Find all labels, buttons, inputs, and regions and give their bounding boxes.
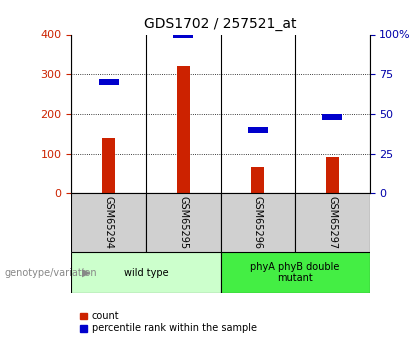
Text: GSM65295: GSM65295	[178, 196, 188, 249]
Bar	[220, 252, 370, 293]
Text: GSM65294: GSM65294	[104, 196, 114, 249]
Bar	[322, 114, 342, 120]
Bar	[102, 138, 116, 193]
Bar	[176, 66, 190, 193]
Bar	[251, 167, 265, 193]
Bar	[220, 193, 295, 252]
Text: count: count	[92, 311, 119, 321]
Bar	[71, 193, 146, 252]
Bar	[71, 252, 220, 293]
Bar	[295, 193, 370, 252]
Text: phyA phyB double
mutant: phyA phyB double mutant	[250, 262, 340, 283]
Bar	[248, 127, 268, 133]
Bar	[326, 157, 339, 193]
Text: GSM65296: GSM65296	[253, 196, 263, 249]
Text: genotype/variation: genotype/variation	[4, 268, 97, 277]
Title: GDS1702 / 257521_at: GDS1702 / 257521_at	[144, 17, 297, 31]
Bar	[99, 79, 119, 85]
Bar	[146, 193, 220, 252]
Text: GSM65297: GSM65297	[327, 196, 337, 249]
Text: ▶: ▶	[82, 268, 90, 277]
Text: percentile rank within the sample: percentile rank within the sample	[92, 324, 257, 333]
Bar	[173, 31, 193, 38]
Text: wild type: wild type	[123, 268, 168, 277]
